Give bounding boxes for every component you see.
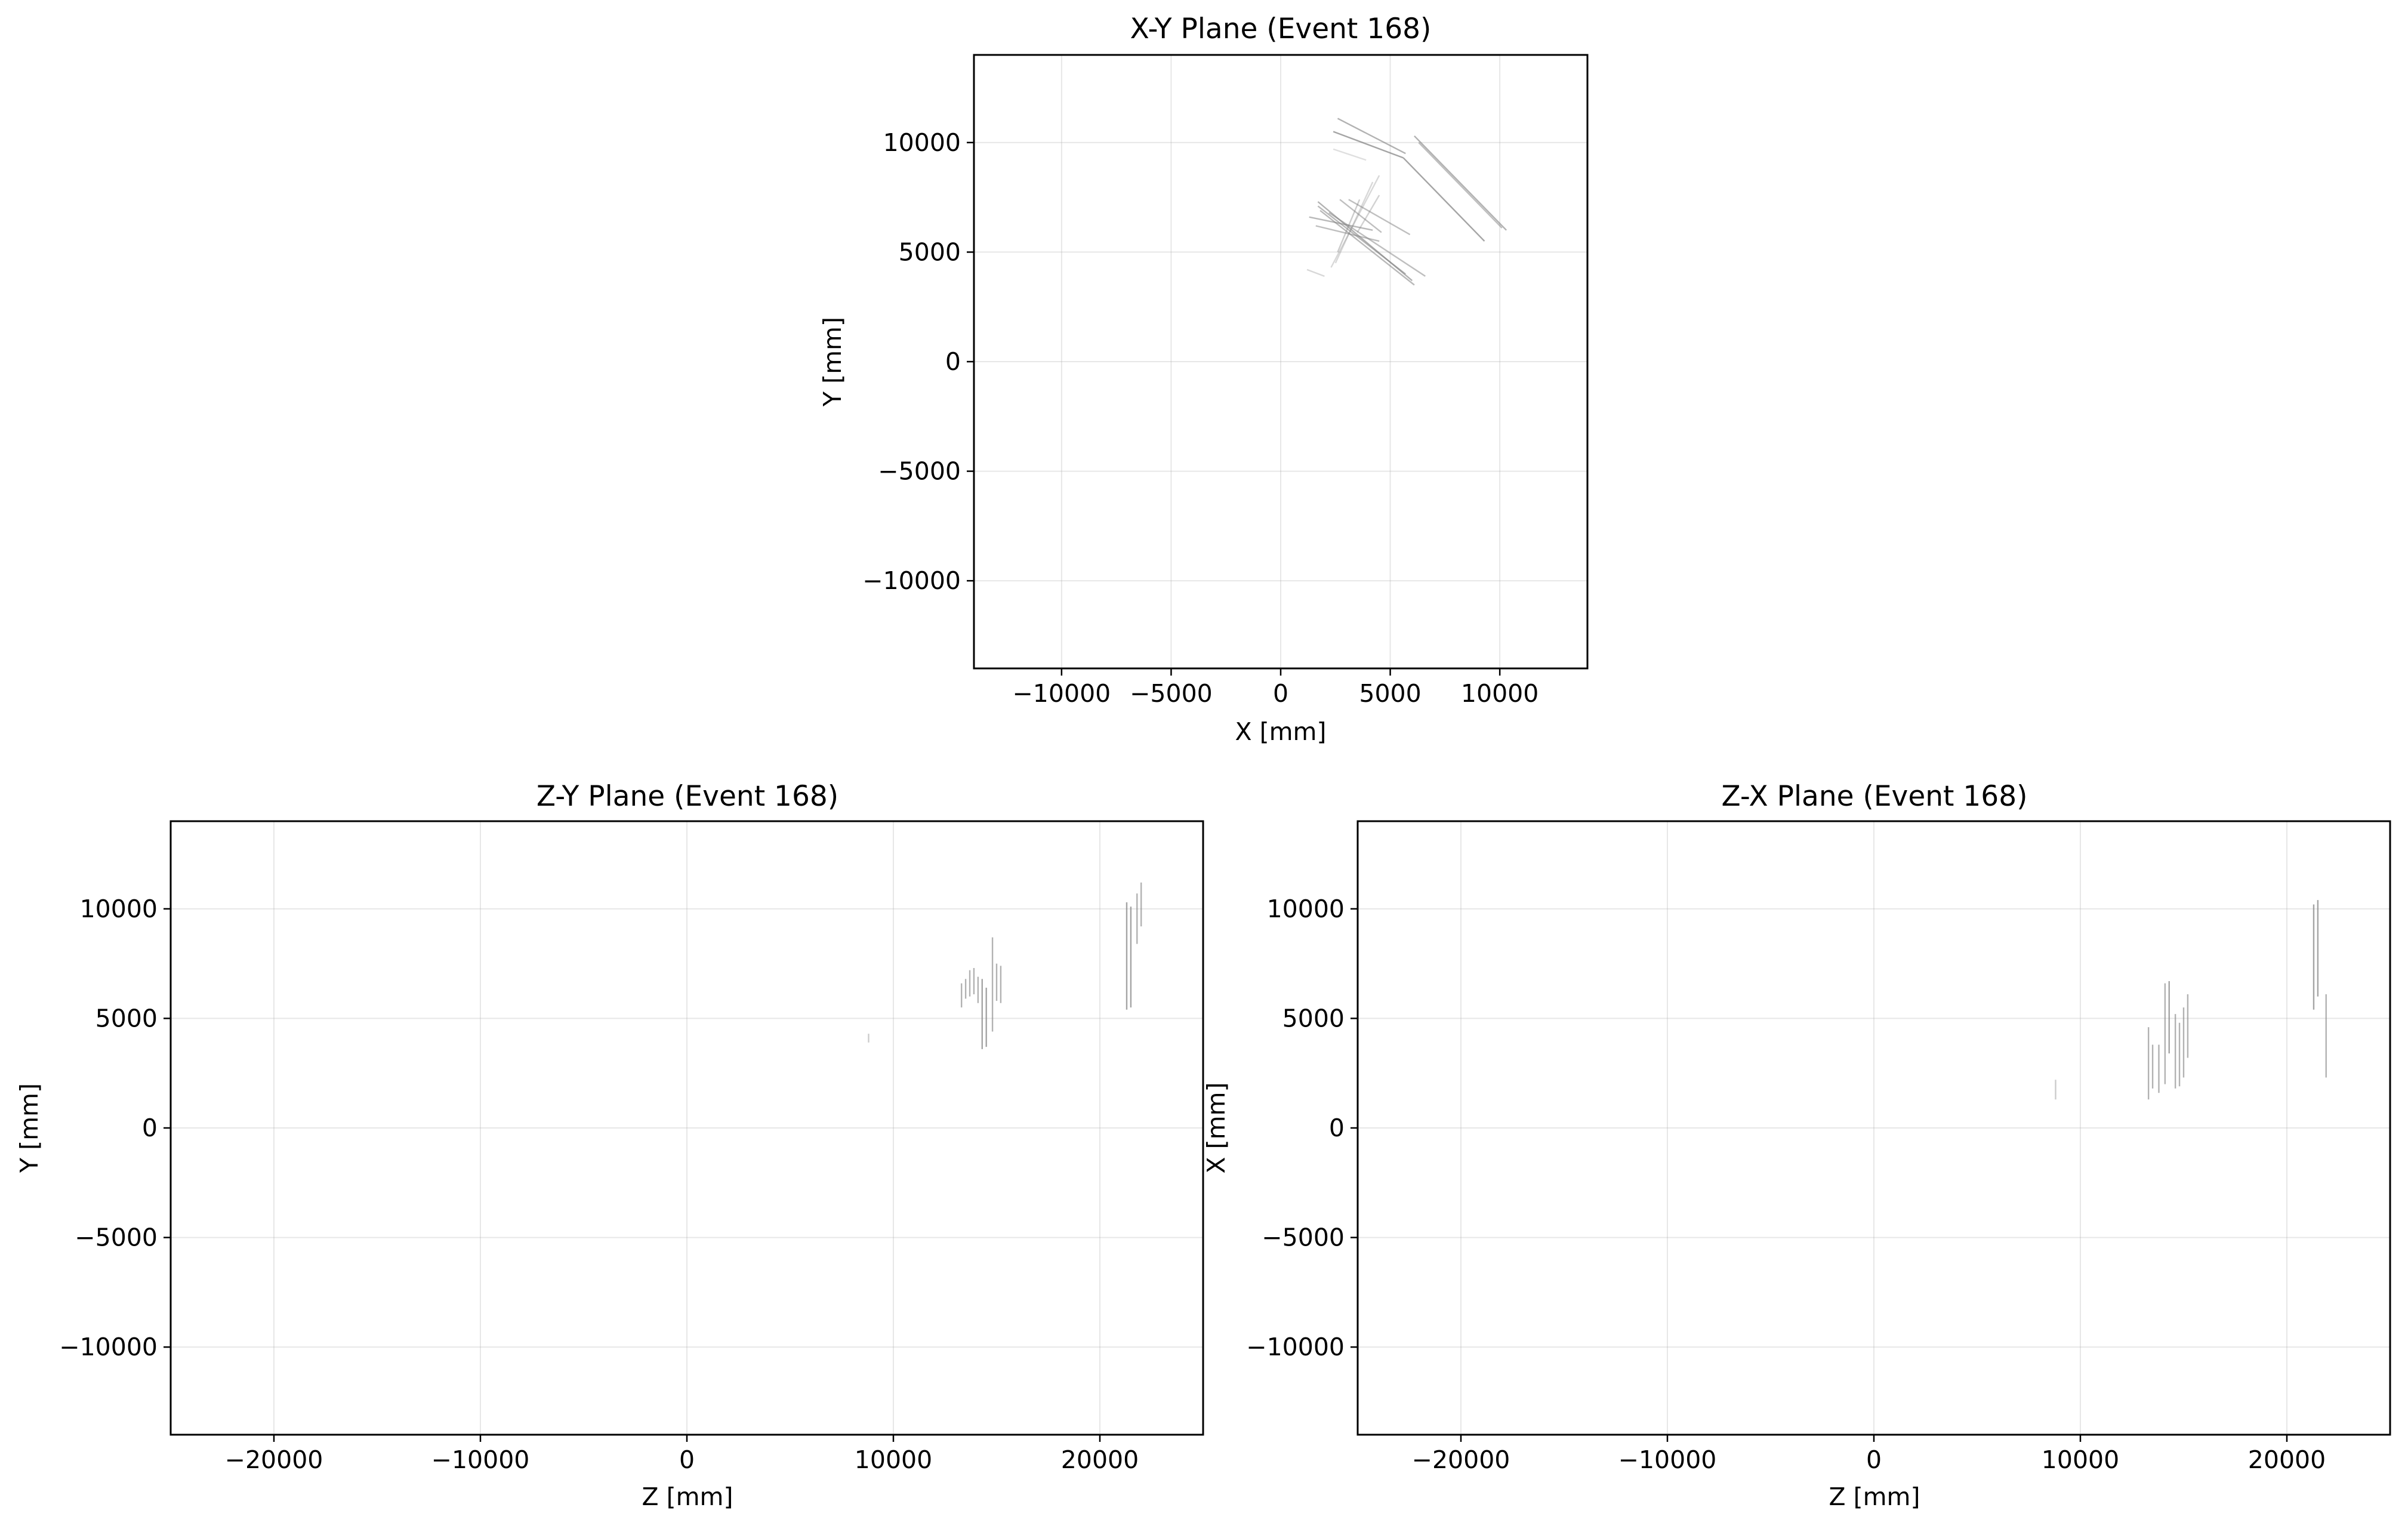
zy-x-ticks: −20000 −10000 0 10000 20000 (225, 1435, 1139, 1474)
xy-track-segment (1317, 205, 1407, 275)
zy-y-ticks: −10000 −5000 0 5000 10000 (59, 895, 171, 1361)
zy-x-tick-label: 0 (679, 1445, 695, 1474)
zy-y-axis-label: Y [mm] (15, 1083, 44, 1173)
xy-x-tick-label: 0 (1273, 679, 1288, 708)
xy-track-segment (1309, 216, 1373, 231)
zx-x-tick-label: −10000 (1618, 1445, 1717, 1474)
zx-y-ticks: −10000 −5000 0 5000 10000 (1246, 895, 1358, 1361)
xy-track-segment (1306, 269, 1325, 277)
zy-y-tick-label: −10000 (59, 1333, 158, 1361)
xy-track-segment (1333, 131, 1404, 159)
zx-x-ticks: −20000 −10000 0 10000 20000 (1412, 1435, 2326, 1474)
zy-x-tick-label: −10000 (431, 1445, 530, 1474)
xy-x-tick-label: 5000 (1359, 679, 1421, 708)
xy-plane-title: X-Y Plane (Event 168) (1130, 13, 1432, 45)
zx-tracks (2055, 900, 2327, 1100)
xy-gridlines (974, 55, 1587, 668)
zy-tracks (868, 882, 1142, 1049)
zx-y-tick-label: 10000 (1267, 895, 1345, 923)
xy-plane-panel: X-Y Plane (Event 168) −10000 −5000 0 5000 10… (818, 13, 1589, 746)
xy-x-ticks: −10000 −5000 0 5000 10000 (1012, 668, 1538, 708)
zx-x-tick-label: −20000 (1412, 1445, 1510, 1474)
zx-y-axis-label: X [mm] (1202, 1083, 1231, 1174)
zy-plane-panel: Z-Y Plane (Event 168) −20000 −10000 0 10000… (15, 780, 1204, 1511)
xy-track-segment (1418, 142, 1503, 229)
xy-y-tick-label: 0 (945, 347, 961, 376)
zx-gridlines (1358, 821, 2390, 1435)
zx-x-tick-label: 20000 (2248, 1445, 2326, 1474)
xy-track-segment (1315, 225, 1380, 242)
xy-track-segment (1356, 195, 1380, 233)
xy-track-segment (1334, 181, 1374, 264)
zy-y-tick-label: 0 (142, 1114, 158, 1142)
xy-y-tick-label: −5000 (878, 457, 961, 486)
xy-track-segment (1339, 199, 1382, 233)
zy-x-tick-label: −20000 (225, 1445, 323, 1474)
xy-track-segment (1330, 175, 1380, 268)
xy-y-tick-label: −10000 (862, 566, 961, 595)
xy-tracks (1306, 118, 1507, 286)
xy-track-segment (1337, 118, 1406, 155)
xy-track-segment (1414, 135, 1507, 231)
xy-track-segment (1333, 148, 1367, 161)
xy-x-axis-label: X [mm] (1235, 717, 1327, 746)
xy-track-segment (1337, 199, 1361, 252)
xy-track-segment (1328, 212, 1426, 277)
zx-x-tick-label: 0 (1866, 1445, 1882, 1474)
zx-plane-title: Z-X Plane (Event 168) (1722, 780, 2028, 813)
zx-x-tick-label: 10000 (2042, 1445, 2119, 1474)
zy-y-tick-label: 10000 (80, 895, 158, 923)
xy-y-tick-label: 10000 (883, 128, 961, 157)
xy-x-tick-label: 10000 (1461, 679, 1538, 708)
zy-plane-title: Z-Y Plane (Event 168) (537, 780, 838, 813)
xy-x-tick-label: −5000 (1130, 679, 1213, 708)
zx-y-tick-label: 0 (1329, 1114, 1345, 1142)
zx-y-tick-label: −10000 (1246, 1333, 1345, 1361)
zy-x-tick-label: 20000 (1061, 1445, 1139, 1474)
zx-y-tick-label: −5000 (1262, 1223, 1345, 1252)
zy-gridlines (171, 821, 1203, 1435)
zy-x-axis-label: Z [mm] (642, 1482, 733, 1511)
xy-y-tick-label: 5000 (899, 238, 961, 266)
xy-track-segment (1402, 157, 1485, 242)
zx-y-tick-label: 5000 (1282, 1004, 1345, 1032)
zx-plane-panel: Z-X Plane (Event 168) −20000 −10000 0 10000… (1202, 780, 2391, 1511)
xy-x-tick-label: −10000 (1012, 679, 1111, 708)
zy-y-tick-label: −5000 (75, 1223, 158, 1252)
zy-x-tick-label: 10000 (855, 1445, 932, 1474)
xy-y-axis-label: Y [mm] (818, 317, 847, 407)
zy-y-tick-label: 5000 (95, 1004, 158, 1032)
xy-y-ticks: −10000 −5000 0 5000 10000 (862, 128, 974, 595)
xy-track-segment (1348, 199, 1411, 236)
zx-x-axis-label: Z [mm] (1829, 1482, 1920, 1511)
